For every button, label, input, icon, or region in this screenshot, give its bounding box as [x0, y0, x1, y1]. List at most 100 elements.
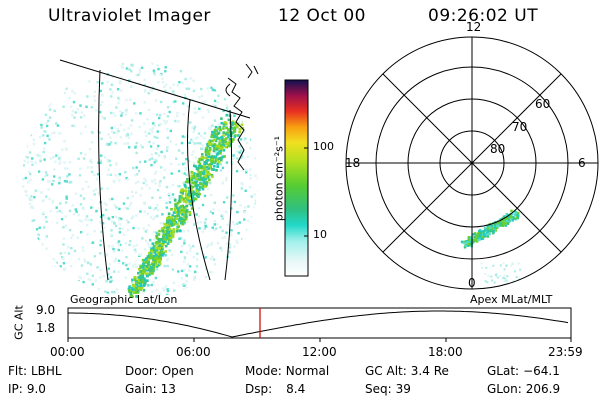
- image-pixel: [502, 224, 505, 227]
- image-pixel: [129, 201, 133, 205]
- image-pixel: [106, 187, 109, 190]
- image-pixel: [172, 223, 176, 226]
- image-pixel: [204, 218, 208, 221]
- image-pixel: [237, 85, 241, 88]
- image-pixel: [26, 235, 29, 238]
- image-pixel: [473, 232, 476, 236]
- info-seq-label: Seq:: [365, 382, 392, 396]
- image-pixel: [64, 147, 68, 150]
- image-pixel: [188, 293, 192, 296]
- image-pixel: [205, 170, 208, 173]
- colorbar: [284, 79, 309, 277]
- image-pixel: [150, 163, 153, 167]
- image-pixel: [28, 238, 31, 242]
- image-pixel: [58, 66, 61, 70]
- image-pixel: [201, 153, 204, 156]
- image-pixel: [233, 223, 236, 226]
- image-pixel: [134, 291, 137, 294]
- image-pixel: [164, 70, 167, 73]
- image-pixel: [160, 238, 163, 241]
- image-pixel: [164, 250, 167, 253]
- image-pixel: [182, 113, 185, 116]
- image-pixel: [64, 215, 67, 218]
- image-pixel: [130, 85, 133, 88]
- image-pixel: [32, 206, 35, 210]
- info-flt-label: Flt:: [8, 364, 27, 378]
- image-pixel: [195, 186, 199, 189]
- image-pixel: [153, 161, 156, 164]
- image-pixel: [77, 157, 80, 160]
- image-pixel: [124, 110, 128, 113]
- image-pixel: [236, 283, 239, 287]
- image-pixel: [206, 144, 210, 148]
- image-pixel: [117, 243, 121, 247]
- image-pixel: [229, 262, 232, 265]
- image-pixel: [201, 230, 204, 233]
- image-pixel: [55, 261, 58, 264]
- image-pixel: [492, 232, 495, 235]
- image-pixel: [107, 133, 110, 136]
- image-pixel: [183, 269, 186, 272]
- image-pixel: [103, 202, 106, 205]
- image-pixel: [135, 73, 139, 77]
- image-pixel: [147, 262, 150, 266]
- image-pixel: [243, 75, 247, 79]
- image-pixel: [130, 70, 133, 73]
- image-pixel: [154, 260, 157, 264]
- image-pixel: [211, 168, 214, 171]
- image-pixel: [143, 177, 146, 181]
- image-pixel: [514, 282, 517, 285]
- image-pixel: [165, 222, 169, 225]
- image-pixel: [221, 166, 225, 169]
- image-pixel: [187, 229, 190, 232]
- image-pixel: [230, 265, 233, 268]
- image-pixel: [180, 189, 183, 192]
- image-pixel: [169, 129, 172, 133]
- image-pixel: [134, 263, 137, 266]
- image-pixel: [164, 122, 167, 125]
- timeline-left-label: Geographic Lat/Lon: [70, 293, 178, 306]
- image-pixel: [166, 127, 169, 131]
- image-pixel: [110, 83, 114, 86]
- image-pixel: [144, 179, 148, 182]
- image-pixel: [26, 140, 29, 144]
- image-pixel: [241, 63, 245, 66]
- image-pixel: [217, 157, 221, 160]
- image-pixel: [214, 139, 218, 143]
- image-pixel: [115, 206, 118, 209]
- image-pixel: [213, 119, 217, 122]
- image-pixel: [238, 127, 242, 131]
- image-pixel: [224, 142, 228, 146]
- image-pixel: [132, 166, 135, 170]
- image-pixel: [33, 119, 36, 123]
- image-pixel: [173, 207, 177, 210]
- image-pixel: [201, 203, 205, 207]
- image-pixel: [138, 274, 142, 278]
- image-pixel: [223, 155, 226, 158]
- image-pixel: [184, 217, 188, 221]
- image-pixel: [222, 127, 225, 130]
- image-pixel: [205, 268, 208, 271]
- image-pixel: [200, 134, 203, 138]
- image-pixel: [177, 270, 180, 273]
- image-pixel: [213, 201, 216, 204]
- image-pixel: [25, 288, 28, 291]
- image-pixel: [166, 115, 170, 118]
- image-pixel: [156, 208, 160, 212]
- image-pixel: [143, 279, 147, 282]
- image-pixel: [209, 127, 212, 130]
- image-pixel: [231, 255, 234, 258]
- image-pixel: [36, 249, 39, 252]
- image-pixel: [145, 265, 149, 268]
- image-pixel: [208, 178, 211, 182]
- image-pixel: [196, 136, 199, 139]
- image-pixel: [187, 269, 191, 272]
- image-pixel: [179, 229, 182, 233]
- image-pixel: [232, 258, 236, 262]
- image-pixel: [157, 255, 161, 259]
- image-pixel: [29, 172, 32, 176]
- image-pixel: [124, 206, 127, 210]
- image-pixel: [73, 116, 76, 119]
- image-pixel: [218, 137, 221, 140]
- image-pixel: [35, 228, 39, 231]
